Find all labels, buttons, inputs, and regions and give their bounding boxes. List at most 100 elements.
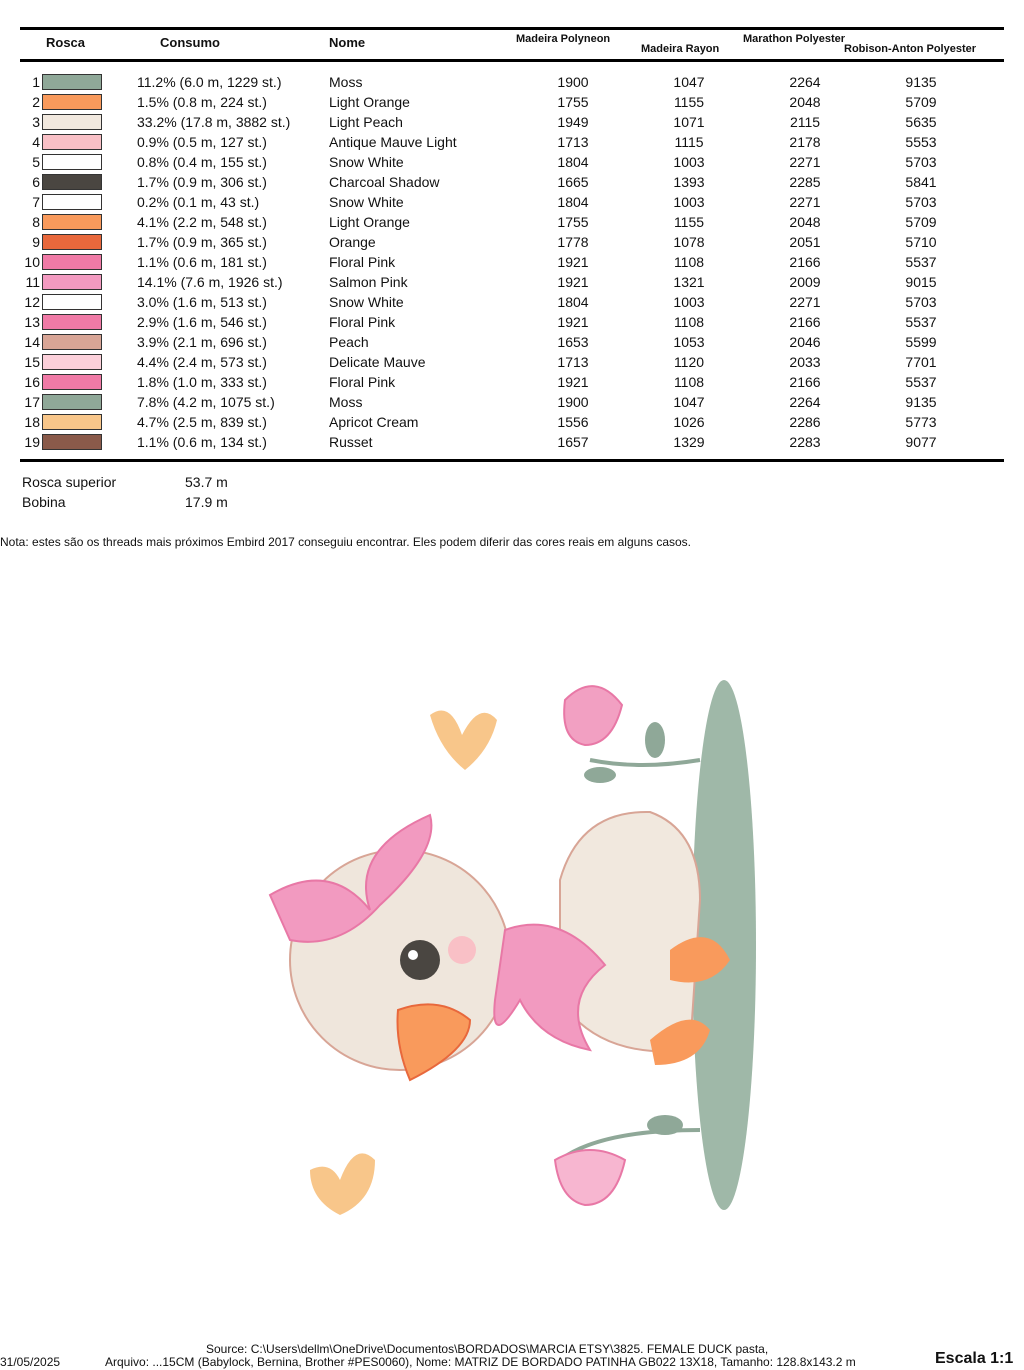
thread-name: Floral Pink	[329, 374, 396, 390]
header-madeira-polyneon: Madeira Polyneon	[516, 33, 611, 45]
madeira-rayon-code: 1120	[673, 354, 705, 370]
row-number: 2	[32, 94, 40, 110]
color-swatch	[42, 134, 102, 150]
butterfly-top	[430, 710, 497, 770]
madeira-rayon-code: 1155	[673, 214, 705, 230]
bobbin-label: Bobina	[22, 494, 66, 510]
robison-anton-code: 5537	[905, 314, 937, 330]
table-row: 16 1.8% (1.0 m, 333 st.) Floral Pink 192…	[0, 372, 1024, 392]
thread-name: Apricot Cream	[329, 414, 419, 430]
madeira-polyneon-code: 1755	[557, 94, 589, 110]
madeira-rayon-code: 1003	[673, 194, 705, 210]
marathon-code: 2166	[789, 254, 821, 270]
consumption: 0.9% (0.5 m, 127 st.)	[137, 134, 267, 150]
header-marathon: Marathon Polyester	[743, 33, 846, 45]
duck-foot-2	[650, 1019, 710, 1065]
marathon-code: 2264	[789, 394, 821, 410]
madeira-polyneon-code: 1804	[557, 154, 589, 170]
thread-name: Moss	[329, 394, 363, 410]
table-row: 12 3.0% (1.6 m, 513 st.) Snow White 1804…	[0, 292, 1024, 312]
row-number: 4	[32, 134, 40, 150]
color-swatch	[42, 274, 102, 290]
consumption: 4.4% (2.4 m, 573 st.)	[137, 354, 267, 370]
madeira-polyneon-code: 1653	[557, 334, 589, 350]
row-number: 5	[32, 154, 40, 170]
color-swatch	[42, 114, 102, 130]
thread-name: Antique Mauve Light	[329, 134, 457, 150]
table-row: 8 4.1% (2.2 m, 548 st.) Light Orange 175…	[0, 212, 1024, 232]
bottom-rule	[20, 459, 1004, 462]
thread-name: Floral Pink	[329, 314, 396, 330]
thread-name: Charcoal Shadow	[329, 174, 440, 190]
madeira-polyneon-code: 1921	[557, 254, 589, 270]
madeira-polyneon-code: 1804	[557, 194, 589, 210]
color-swatch	[42, 154, 102, 170]
duck-foot-1	[670, 937, 730, 983]
madeira-polyneon-code: 1665	[557, 174, 589, 190]
thread-name: Russet	[329, 434, 373, 450]
footer-scale: Escala 1:1	[935, 1350, 1014, 1367]
row-number: 18	[24, 414, 40, 430]
color-swatch	[42, 194, 102, 210]
header-rosca: Rosca	[46, 35, 86, 50]
thread-name: Peach	[329, 334, 369, 350]
head-bow	[268, 813, 433, 943]
marathon-code: 2009	[789, 274, 821, 290]
madeira-rayon-code: 1053	[673, 334, 705, 350]
embroidery-design-image	[268, 680, 756, 1215]
madeira-rayon-code: 1329	[673, 434, 705, 450]
table-row: 15 4.4% (2.4 m, 573 st.) Delicate Mauve …	[0, 352, 1024, 372]
madeira-rayon-code: 1047	[673, 74, 705, 90]
color-swatch	[42, 94, 102, 110]
table-row: 18 4.7% (2.5 m, 839 st.) Apricot Cream 1…	[0, 412, 1024, 432]
madeira-rayon-code: 1321	[673, 274, 705, 290]
madeira-rayon-code: 1115	[674, 134, 704, 150]
color-swatch	[42, 334, 102, 350]
thread-name: Light Peach	[329, 114, 403, 130]
madeira-polyneon-code: 1949	[557, 114, 589, 130]
marathon-code: 2115	[789, 114, 821, 130]
color-swatch	[42, 434, 102, 450]
thread-name: Light Orange	[329, 94, 410, 110]
robison-anton-code: 5703	[905, 154, 937, 170]
thread-name: Salmon Pink	[329, 274, 408, 290]
marathon-code: 2271	[789, 194, 821, 210]
row-number: 15	[24, 354, 40, 370]
table-row: 2 1.5% (0.8 m, 224 st.) Light Orange 175…	[0, 92, 1024, 112]
bobbin-value: 17.9 m	[185, 494, 228, 510]
color-swatch	[42, 254, 102, 270]
madeira-rayon-code: 1026	[673, 414, 705, 430]
marathon-code: 2048	[789, 94, 821, 110]
header-robison: Robison-Anton Polyester	[844, 43, 977, 55]
thread-name: Light Orange	[329, 214, 410, 230]
top-thread-value: 53.7 m	[185, 474, 228, 490]
madeira-rayon-code: 1108	[673, 254, 705, 270]
madeira-polyneon-code: 1778	[557, 234, 589, 250]
thread-name: Snow White	[329, 294, 404, 310]
robison-anton-code: 5703	[905, 194, 937, 210]
color-swatch	[42, 74, 102, 90]
thread-name: Floral Pink	[329, 254, 396, 270]
table-row: 19 1.1% (0.6 m, 134 st.) Russet 1657 132…	[0, 432, 1024, 452]
table-row: 11 14.1% (7.6 m, 1926 st.) Salmon Pink 1…	[0, 272, 1024, 292]
row-number: 14	[24, 334, 40, 350]
row-number: 3	[32, 114, 40, 130]
consumption: 1.8% (1.0 m, 333 st.)	[137, 374, 267, 390]
madeira-rayon-code: 1155	[673, 94, 705, 110]
madeira-polyneon-code: 1804	[557, 294, 589, 310]
duck-body	[559, 810, 702, 1053]
row-number: 9	[32, 234, 40, 250]
madeira-rayon-code: 1003	[673, 294, 705, 310]
color-swatch	[42, 294, 102, 310]
row-number: 7	[32, 194, 40, 210]
consumption: 1.1% (0.6 m, 134 st.)	[137, 434, 267, 450]
robison-anton-code: 5537	[905, 374, 937, 390]
consumption: 3.0% (1.6 m, 513 st.)	[137, 294, 267, 310]
table-row: 1 11.2% (6.0 m, 1229 st.) Moss 1900 1047…	[0, 72, 1024, 92]
color-swatch	[42, 374, 102, 390]
table-row: 6 1.7% (0.9 m, 306 st.) Charcoal Shadow …	[0, 172, 1024, 192]
footer-source: Source: C:\Users\dellm\OneDrive\Document…	[206, 1342, 769, 1356]
madeira-polyneon-code: 1921	[557, 374, 589, 390]
consumption: 2.9% (1.6 m, 546 st.)	[137, 314, 267, 330]
madeira-rayon-code: 1078	[673, 234, 705, 250]
